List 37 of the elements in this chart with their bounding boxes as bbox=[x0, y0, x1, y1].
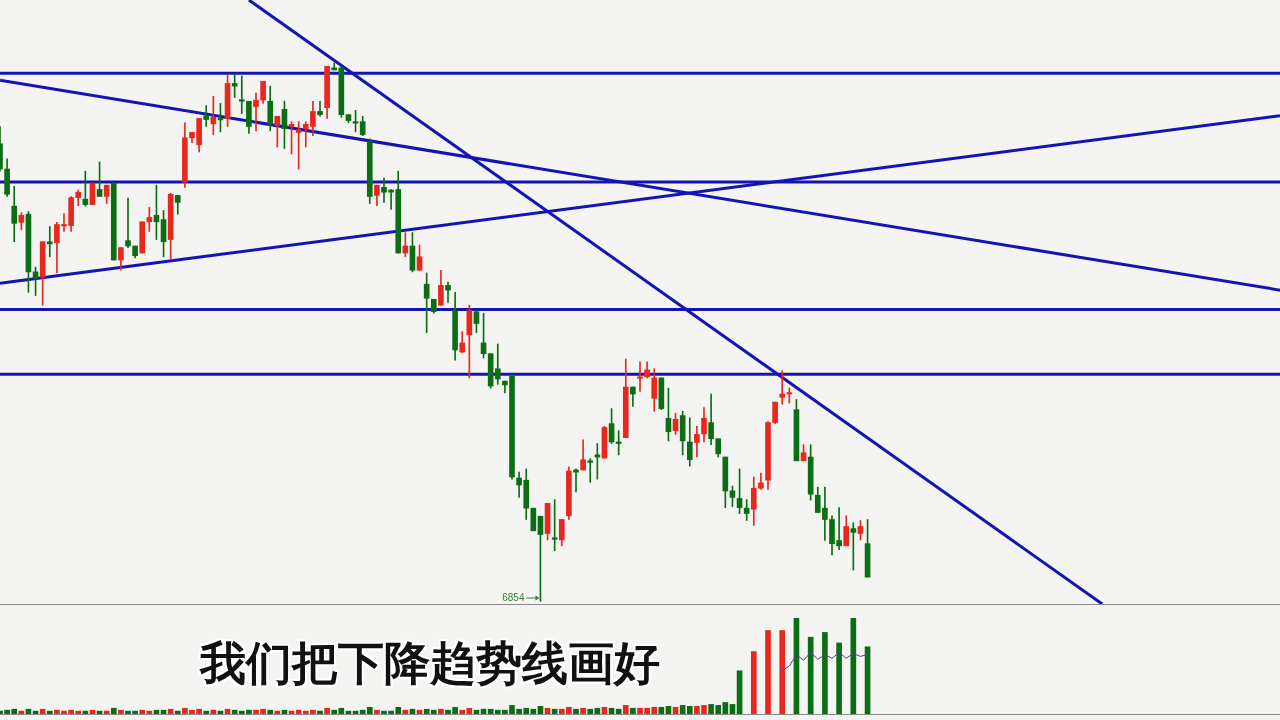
bar bbox=[174, 710, 181, 714]
bar bbox=[686, 705, 693, 714]
bar bbox=[331, 709, 338, 714]
bar bbox=[366, 706, 373, 714]
bar bbox=[750, 651, 757, 714]
bar bbox=[722, 702, 729, 714]
bar bbox=[118, 709, 124, 714]
bar bbox=[587, 708, 594, 714]
bar bbox=[317, 710, 323, 714]
candlestick bbox=[587, 458, 594, 483]
annotation: 我们把下降趋势线画好 bbox=[200, 636, 660, 690]
bar bbox=[324, 707, 330, 714]
bar bbox=[765, 630, 771, 714]
bar bbox=[438, 708, 444, 714]
bar bbox=[779, 630, 786, 714]
bar bbox=[836, 642, 842, 714]
bar bbox=[459, 709, 466, 714]
candlestick bbox=[317, 100, 323, 117]
candlestick bbox=[125, 197, 131, 248]
bar bbox=[267, 709, 274, 714]
bar bbox=[822, 632, 828, 714]
candlestick bbox=[445, 281, 451, 303]
bar bbox=[630, 707, 636, 714]
bar bbox=[430, 709, 437, 714]
candlestick bbox=[253, 92, 259, 132]
bar bbox=[622, 705, 629, 714]
annotation: 6854 bbox=[502, 591, 525, 603]
bar bbox=[203, 710, 210, 714]
bar bbox=[139, 709, 146, 714]
candlestick bbox=[46, 226, 53, 258]
bar bbox=[374, 709, 380, 714]
candlestick bbox=[779, 370, 786, 405]
bar bbox=[46, 710, 53, 714]
candlestick bbox=[203, 105, 210, 127]
bar bbox=[573, 708, 579, 714]
bar bbox=[580, 707, 586, 714]
bar bbox=[110, 707, 117, 714]
